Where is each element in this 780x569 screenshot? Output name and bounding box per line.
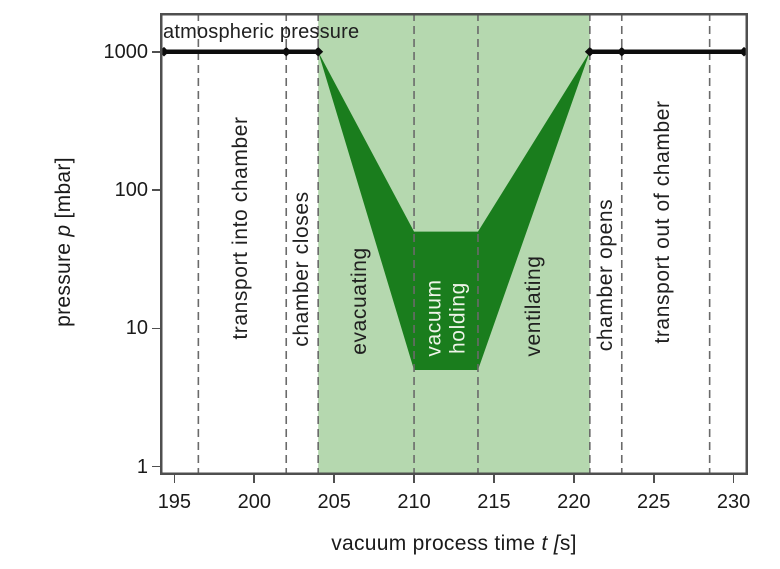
x-axis-title-text: vacuum process time	[331, 532, 542, 555]
x-tick-mark	[173, 475, 176, 483]
chart-canvas	[160, 13, 748, 475]
phase-label-ventilating: ventilating	[522, 255, 546, 356]
y-tick-mark	[152, 189, 160, 191]
phase-label-line: transport into chamber	[229, 116, 253, 340]
x-tick-mark	[573, 475, 575, 483]
y-tick-label: 1	[136, 455, 148, 478]
x-tick-mark	[253, 475, 256, 483]
y-axis-variable: p	[52, 224, 75, 237]
y-tick-label: 100	[114, 179, 148, 202]
x-axis-variable: t [	[541, 532, 560, 555]
y-axis-unit: [mbar]	[52, 157, 75, 225]
pressure-band	[318, 51, 590, 370]
x-tick-mark	[333, 475, 335, 483]
phase-label-transport-into-chamber: transport into chamber	[230, 116, 254, 339]
x-tick-label: 200	[237, 491, 271, 513]
phase-label-line: holding	[446, 282, 469, 354]
x-tick-label: 225	[637, 491, 671, 513]
x-axis-unit: s]	[559, 532, 577, 555]
phase-label-evacuating: evacuating	[348, 247, 372, 355]
data-point-marker	[616, 46, 627, 57]
x-tick-mark	[732, 475, 735, 483]
data-point-marker	[584, 46, 595, 57]
phase-label-line: transport out of chamber	[651, 100, 675, 344]
x-tick-label: 195	[157, 491, 192, 513]
x-tick-label: 215	[477, 491, 511, 513]
atmospheric-pressure-label: atmospheric pressure	[163, 21, 360, 43]
phase-label-chamber-opens: chamber opens	[594, 199, 618, 352]
plot-area: transport into chamber chamber closes evac…	[160, 13, 748, 475]
x-tick-label: 220	[557, 491, 591, 513]
y-axis-title: pressure p [mbar]	[52, 157, 76, 327]
y-axis-title-text: pressure	[52, 236, 75, 327]
phase-label-line: evacuating	[347, 247, 371, 355]
plot-frame	[160, 13, 748, 475]
x-tick-mark	[413, 475, 415, 483]
x-axis-title: vacuum process time t [s]	[331, 532, 577, 556]
x-tick-mark	[493, 475, 495, 483]
phase-label-line: ventilating	[522, 255, 546, 357]
x-tick-label: 230	[716, 491, 751, 513]
data-point-marker	[313, 46, 324, 57]
x-tick-mark	[652, 475, 655, 483]
y-tick-label: 1000	[103, 40, 149, 63]
phase-label-chamber-closes: chamber closes	[290, 191, 314, 346]
phase-label-line: chamber opens	[594, 198, 618, 352]
y-tick-mark	[152, 327, 160, 330]
y-tick-label: 10	[125, 317, 148, 340]
phase-label-vacuum-holding: vacuum holding	[422, 279, 469, 356]
data-point-marker	[281, 46, 292, 57]
phase-label-transport-out-of-chamber: transport out of chamber	[652, 100, 676, 343]
x-tick-label: 205	[317, 491, 351, 513]
y-tick-mark	[152, 465, 160, 468]
y-tick-mark	[152, 50, 160, 53]
phase-label-line: chamber closes	[290, 191, 314, 347]
phase-label-line: vacuum	[422, 279, 446, 357]
x-tick-label: 210	[397, 491, 431, 513]
